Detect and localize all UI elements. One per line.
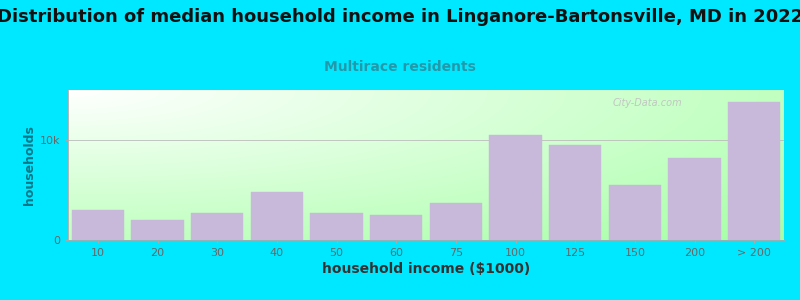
Bar [310, 213, 362, 240]
Bar [250, 192, 303, 240]
Bar [370, 215, 422, 240]
Bar [668, 158, 721, 240]
Bar [430, 203, 482, 240]
Bar [191, 213, 243, 240]
Bar [609, 185, 661, 240]
Bar [728, 102, 781, 240]
X-axis label: household income ($1000): household income ($1000) [322, 262, 530, 276]
Bar [490, 135, 542, 240]
Bar [549, 145, 602, 240]
Bar [131, 220, 184, 240]
Y-axis label: households: households [22, 125, 36, 205]
Text: City-Data.com: City-Data.com [612, 98, 682, 107]
Text: Multirace residents: Multirace residents [324, 60, 476, 74]
Bar [71, 210, 124, 240]
Text: Distribution of median household income in Linganore-Bartonsville, MD in 2022: Distribution of median household income … [0, 8, 800, 26]
